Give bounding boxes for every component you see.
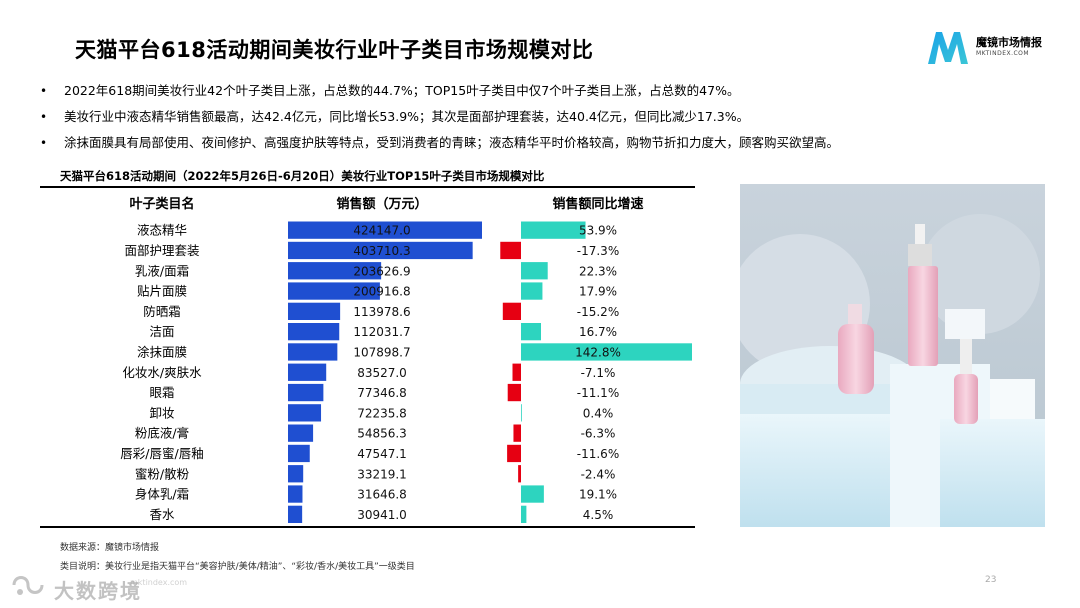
growth-value-label: -11.1% <box>577 386 619 400</box>
sales-value-label: 112031.7 <box>353 325 410 339</box>
sales-bar <box>288 262 382 280</box>
growth-value-label: -7.1% <box>581 366 616 380</box>
sales-value-label: 30941.0 <box>357 508 407 522</box>
table-bottom-rule <box>40 526 695 528</box>
sales-bar <box>288 424 314 442</box>
growth-bar <box>518 465 521 483</box>
sales-bar <box>288 465 304 483</box>
growth-value-label: -2.4% <box>581 467 616 481</box>
category-label: 化妆水/爽肤水 <box>122 365 202 380</box>
sales-value-label: 33219.1 <box>357 467 407 481</box>
watermark-text: 大数跨境 <box>54 579 142 603</box>
growth-value-label: 4.5% <box>583 508 614 522</box>
growth-bar <box>502 302 521 320</box>
growth-bar <box>521 485 544 503</box>
sales-bar <box>288 383 324 402</box>
growth-value-label: 0.4% <box>583 406 614 420</box>
logo-brand-name: 魔镜市场情报 <box>976 36 1042 49</box>
growth-bar <box>521 282 543 300</box>
category-label: 贴片面膜 <box>137 284 187 299</box>
growth-value-label: 22.3% <box>579 264 617 278</box>
sales-bar <box>288 302 341 320</box>
sales-value-label: 200916.8 <box>353 285 410 299</box>
sales-bar <box>288 221 482 239</box>
growth-value-label: -15.2% <box>577 305 619 319</box>
growth-value-label: -6.3% <box>581 427 616 441</box>
sales-value-label: 403710.3 <box>353 244 410 258</box>
bullet-item: 2022年618期间美妆行业42个叶子类目上涨，占总数的44.7%；TOP15叶… <box>38 78 1048 104</box>
category-label: 洁面 <box>149 324 174 339</box>
sales-bar <box>288 404 322 422</box>
category-label: 卸妆 <box>149 405 174 420</box>
sales-value-label: 54856.3 <box>357 427 407 441</box>
sales-value-label: 113978.6 <box>353 305 410 319</box>
bullet-item: 美妆行业中液态精华销售额最高，达42.4亿元，同比增长53.9%；其次是面部护理… <box>38 104 1048 130</box>
sales-value-label: 203626.9 <box>353 264 410 278</box>
growth-bar <box>513 424 521 442</box>
growth-value-label: 142.8% <box>575 345 621 359</box>
logo-url: MKTINDEX.COM <box>976 50 1030 57</box>
sales-bar <box>288 282 380 300</box>
sales-bar <box>288 343 338 361</box>
column-header: 销售额同比增速 <box>552 196 643 212</box>
category-label: 眼霜 <box>149 385 174 400</box>
category-label: 唇彩/唇蜜/唇釉 <box>120 446 203 461</box>
sales-value-label: 31646.8 <box>357 488 407 502</box>
category-label: 粉底液/膏 <box>135 426 189 441</box>
category-label: 香水 <box>149 507 175 522</box>
category-label: 身体乳/霜 <box>135 487 189 502</box>
growth-value-label: -17.3% <box>577 244 619 258</box>
growth-bar <box>500 241 521 260</box>
page-number: 23 <box>985 575 997 585</box>
bullet-item: 涂抹面膜具有局部使用、夜间修护、高强度护肤等特点，受到消费者的青睐；液态精华平时… <box>38 130 1048 156</box>
growth-value-label: 16.7% <box>579 325 617 339</box>
sales-bar <box>288 444 310 463</box>
growth-bar <box>521 323 541 341</box>
sales-value-label: 77346.8 <box>357 386 407 400</box>
brand-logo: 魔镜市场情报 MKTINDEX.COM <box>926 28 1056 68</box>
sales-value-label: 47547.1 <box>357 447 407 461</box>
watermark-logo-icon <box>12 576 44 595</box>
category-label: 乳液/面霜 <box>135 263 189 278</box>
chart-title: 天猫平台618活动期间（2022年5月26日-6月20日）美妆行业TOP15叶子… <box>60 169 545 183</box>
growth-bar <box>521 343 692 361</box>
growth-value-label: 17.9% <box>579 285 617 299</box>
sales-bar <box>288 505 303 523</box>
growth-bar <box>521 404 522 422</box>
growth-value-label: 53.9% <box>579 224 617 238</box>
table-top-rule <box>40 186 695 188</box>
data-source-note: 数据来源：魔镜市场情报 <box>60 543 160 553</box>
summary-bullets: 2022年618期间美妆行业42个叶子类目上涨，占总数的44.7%；TOP15叶… <box>38 78 1048 156</box>
logo-m-icon <box>928 32 968 64</box>
growth-bar <box>521 505 527 523</box>
growth-bar <box>507 383 521 402</box>
growth-bar <box>512 363 521 381</box>
sales-value-label: 107898.7 <box>353 345 410 359</box>
growth-value-label: -11.6% <box>577 447 619 461</box>
growth-bar <box>507 444 521 463</box>
category-label: 面部护理套装 <box>124 243 199 258</box>
growth-bar <box>521 221 586 239</box>
sales-value-label: 72235.8 <box>357 406 407 420</box>
column-header: 销售额（万元） <box>336 196 427 212</box>
category-definition-note: 类目说明：美妆行业是指天猫平台“美容护肤/美体/精油”、“彩妆/香水/美妆工具”… <box>60 562 415 572</box>
page-title: 天猫平台618活动期间美妆行业叶子类目市场规模对比 <box>75 38 594 62</box>
sales-bar <box>288 363 327 381</box>
cosmetics-product-photo <box>740 184 1045 527</box>
sales-bar <box>288 485 303 503</box>
category-label: 防晒霜 <box>143 304 181 319</box>
sales-bar <box>288 323 340 341</box>
growth-value-label: 19.1% <box>579 488 617 502</box>
sales-value-label: 424147.0 <box>353 224 410 238</box>
growth-bar <box>521 262 548 280</box>
category-label: 液态精华 <box>137 223 187 238</box>
watermark-url: mktindex.com <box>130 578 188 587</box>
sales-value-label: 83527.0 <box>357 366 407 380</box>
sales-bar <box>288 241 473 260</box>
category-label: 蜜粉/散粉 <box>135 466 190 481</box>
category-label: 涂抹面膜 <box>137 344 187 359</box>
watermark: 大数跨境 mktindex.com <box>10 570 190 603</box>
column-header: 叶子类目名 <box>129 196 194 212</box>
